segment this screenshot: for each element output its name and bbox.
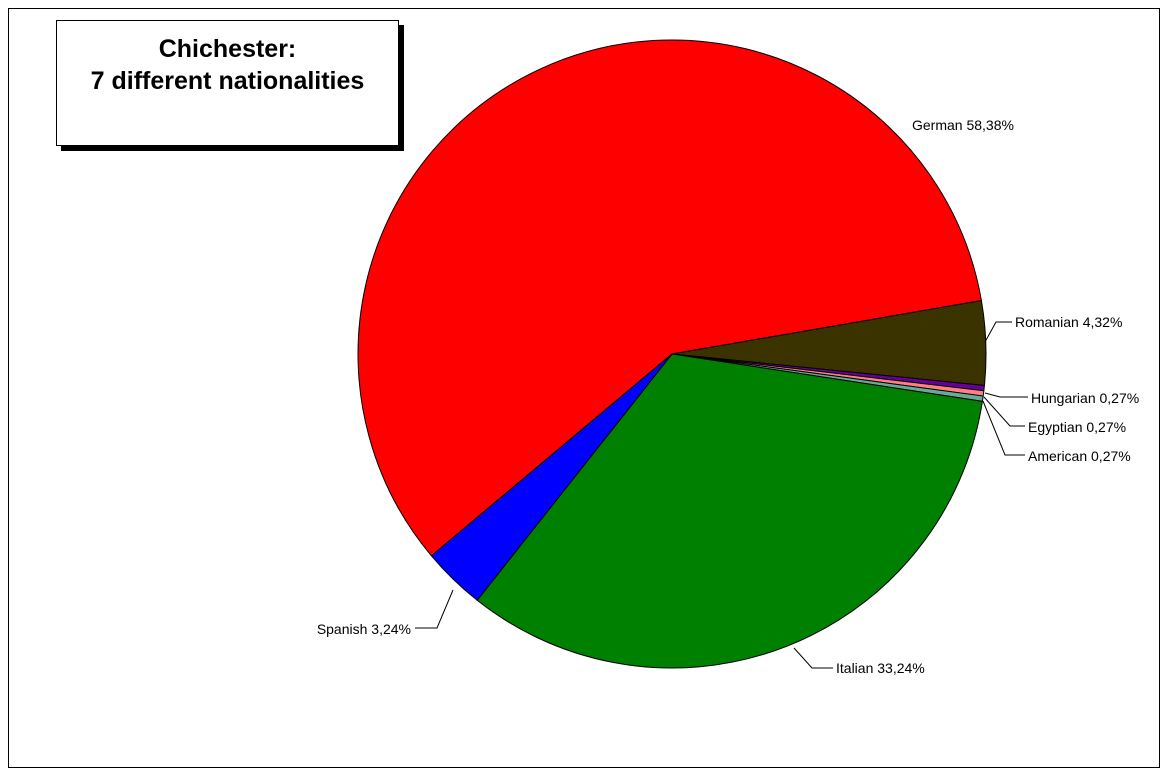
chart-subtitle: 7 different nationalities (91, 65, 365, 97)
leader-line-spanish (415, 590, 453, 628)
slice-label-italian: Italian 33,24% (836, 660, 925, 676)
slice-label-egyptian: Egyptian 0,27% (1028, 419, 1126, 435)
pie-slices (358, 40, 986, 668)
slice-label-spanish: Spanish 3,24% (317, 621, 411, 637)
leader-line-romanian (985, 322, 1012, 342)
leader-line-italian (794, 648, 833, 668)
slice-label-hungarian: Hungarian 0,27% (1031, 390, 1139, 406)
chart-title: Chichester: (159, 33, 297, 65)
leader-line-hungarian (985, 393, 1028, 397)
leader-line-egyptian (984, 397, 1025, 426)
slice-label-romanian: Romanian 4,32% (1015, 314, 1122, 330)
chart-title-box: Chichester: 7 different nationalities (56, 20, 399, 146)
slice-label-american: American 0,27% (1028, 448, 1131, 464)
slice-label-german: German 58,38% (912, 117, 1014, 133)
leader-line-american (983, 401, 1025, 455)
